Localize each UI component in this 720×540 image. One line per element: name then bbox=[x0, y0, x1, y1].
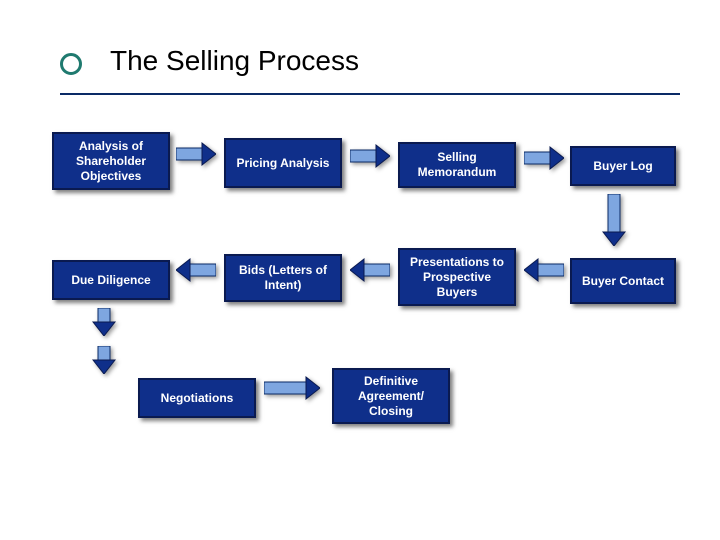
process-node-n4: Buyer Log bbox=[570, 146, 676, 186]
arrow-a5 bbox=[524, 256, 564, 289]
process-node-n2: Pricing Analysis bbox=[224, 138, 342, 188]
process-node-n6: Presentations to Prospective Buyers bbox=[398, 248, 516, 306]
process-node-n10: Definitive Agreement/ Closing bbox=[332, 368, 450, 424]
arrow-a4 bbox=[600, 194, 628, 251]
process-node-n7: Bids (Letters of Intent) bbox=[224, 254, 342, 302]
arrow-a8b bbox=[90, 346, 118, 379]
arrow-a2 bbox=[350, 142, 390, 175]
process-node-n5: Buyer Contact bbox=[570, 258, 676, 304]
process-node-n3: Selling Memorandum bbox=[398, 142, 516, 188]
arrow-a9 bbox=[264, 374, 320, 407]
arrow-a7 bbox=[176, 256, 216, 289]
arrow-a1 bbox=[176, 140, 216, 173]
title-bullet-icon bbox=[60, 53, 82, 75]
arrow-a8 bbox=[90, 308, 118, 341]
arrow-a6 bbox=[350, 256, 390, 289]
process-node-n8: Due Diligence bbox=[52, 260, 170, 300]
process-diagram: Analysis of Shareholder Objectives Pricin… bbox=[0, 120, 720, 520]
process-node-n1: Analysis of Shareholder Objectives bbox=[52, 132, 170, 190]
arrow-a3 bbox=[524, 144, 564, 177]
title-underline bbox=[60, 93, 680, 95]
process-node-n9: Negotiations bbox=[138, 378, 256, 418]
page-title: The Selling Process bbox=[110, 45, 359, 77]
